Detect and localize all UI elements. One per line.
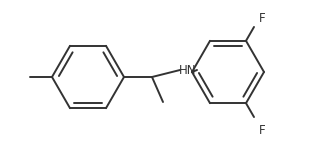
Text: F: F	[259, 11, 265, 24]
Text: F: F	[259, 124, 265, 137]
Text: HN: HN	[179, 64, 197, 77]
